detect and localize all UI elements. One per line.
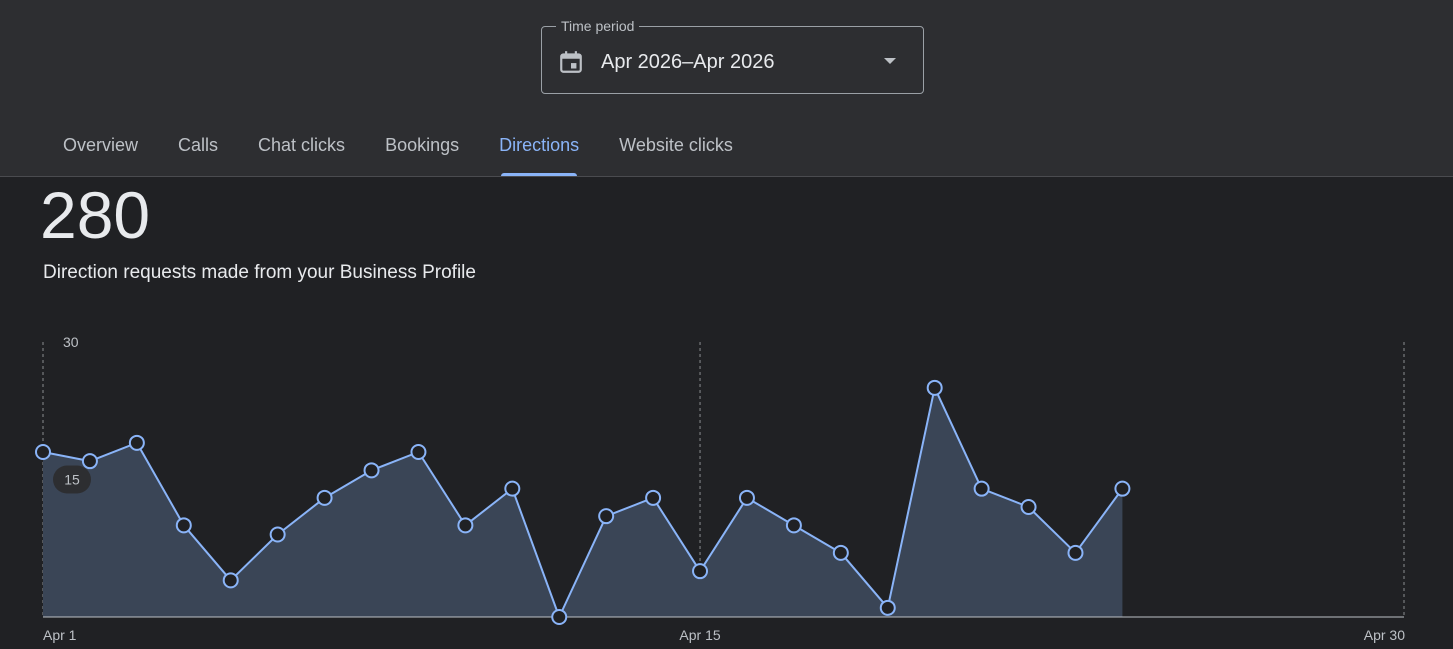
data-point-6	[269, 526, 286, 543]
tab-calls[interactable]: Calls	[178, 135, 219, 155]
time-period-value: Apr 2026–Apr 2026	[601, 51, 775, 73]
time-period-select[interactable]: Time period Apr 2026–Apr 2026	[541, 18, 924, 94]
data-point-11	[504, 480, 521, 497]
data-point-21	[973, 480, 990, 497]
data-point-8	[363, 462, 380, 479]
data-point-4	[175, 517, 192, 534]
tab-overview[interactable]: Overview	[63, 135, 139, 155]
data-point-9	[410, 444, 427, 460]
header-panel: Time period Apr 2026–Apr 2026 Overview C…	[0, 0, 1453, 177]
tab-bookings[interactable]: Bookings	[385, 135, 460, 155]
metric-description: Direction requests made from your Busine…	[43, 262, 476, 283]
data-point-3	[128, 434, 145, 451]
data-point-2	[81, 453, 98, 470]
data-point-13	[598, 508, 615, 525]
data-point-10	[457, 517, 474, 534]
data-point-23	[1067, 544, 1084, 561]
x-tick-label-30: Apr 30	[1364, 627, 1405, 643]
series-line	[42, 386, 1124, 618]
data-point-20	[926, 379, 943, 396]
total-count: 280	[40, 178, 151, 252]
data-point-7	[316, 489, 333, 506]
data-point-14	[645, 489, 662, 506]
chevron-down-icon[interactable]	[884, 58, 896, 64]
data-point-24	[1114, 480, 1131, 497]
directions-chart: 30 15 Apr 1 Apr 15 Apr 30	[35, 334, 1405, 643]
data-point-19	[879, 599, 896, 616]
x-tick-label-1: Apr 1	[43, 627, 77, 643]
data-point-12	[551, 609, 568, 625]
y-tick-badge	[53, 465, 91, 494]
data-point-17	[785, 517, 802, 534]
tab-chat-clicks[interactable]: Chat clicks	[258, 135, 346, 155]
data-point-15	[692, 563, 709, 580]
data-point-18	[832, 544, 849, 561]
data-point-1	[35, 444, 51, 460]
y-tick-label-15: 15	[64, 472, 80, 488]
y-tick-label-30: 30	[63, 334, 79, 350]
area-fill	[43, 387, 1123, 617]
data-point-5	[222, 572, 239, 589]
tab-directions[interactable]: Directions	[479, 122, 599, 176]
data-point-22	[1020, 499, 1037, 515]
calendar-icon	[560, 51, 582, 73]
data-point-16	[738, 489, 755, 506]
tab-website-clicks[interactable]: Website clicks	[619, 135, 733, 155]
time-period-label: Time period	[556, 18, 640, 34]
x-tick-label-15: Apr 15	[679, 627, 720, 643]
metric-tabs: Overview Calls Chat clicks Bookings Dire…	[43, 122, 753, 176]
